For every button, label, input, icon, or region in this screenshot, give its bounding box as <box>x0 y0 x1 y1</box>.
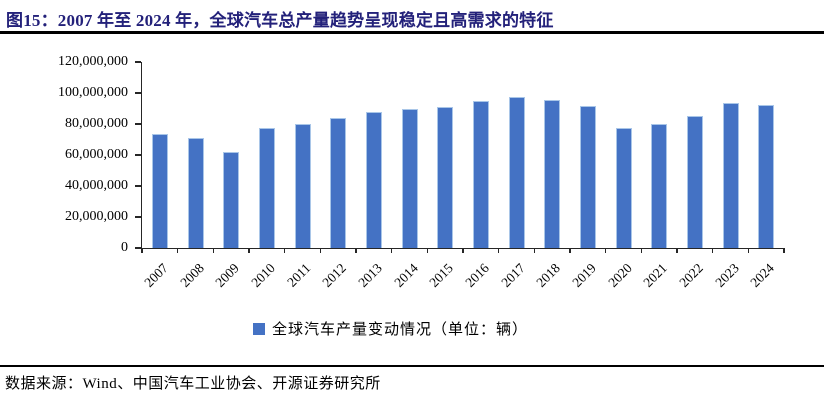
x-axis-tick <box>747 248 750 253</box>
x-axis-tick <box>497 248 500 253</box>
legend-label: 全球汽车产量变动情况（单位：辆） <box>272 322 529 338</box>
x-axis-tick <box>533 248 536 253</box>
title-rule <box>0 31 824 34</box>
y-axis-tick <box>135 154 141 156</box>
y-tick-label: 40,000,000 <box>65 178 128 193</box>
bar-2022 <box>686 116 703 248</box>
x-axis-tick <box>390 248 393 253</box>
legend: 全球汽车产量变动情况（单位：辆） <box>253 318 528 339</box>
bar-2020 <box>615 127 632 248</box>
source-note: 数据来源：Wind、中国汽车工业协会、开源证券研究所 <box>5 376 381 392</box>
y-tick-label: 120,000,000 <box>58 54 128 69</box>
bar-2016 <box>472 100 489 248</box>
source-rule <box>0 365 824 367</box>
x-axis-tick <box>426 248 429 253</box>
x-tick-label: 2009 <box>212 260 243 291</box>
bar-2013 <box>365 112 382 248</box>
x-tick-label: 2016 <box>462 260 492 291</box>
x-axis-tick <box>283 248 286 253</box>
x-axis-tick <box>355 248 357 253</box>
x-tick-label: 2017 <box>497 260 528 291</box>
bar-2011 <box>294 124 311 248</box>
x-axis-tick <box>569 248 571 253</box>
x-tick-label: 2012 <box>319 260 350 291</box>
x-axis-tick <box>319 248 322 253</box>
x-axis-tick <box>604 248 607 253</box>
legend-swatch-icon <box>253 323 265 335</box>
y-tick-label: 60,000,000 <box>65 147 128 162</box>
x-tick-label: 2011 <box>284 260 314 290</box>
y-axis-tick <box>135 185 141 187</box>
x-axis-tick <box>176 248 179 253</box>
x-axis-tick <box>248 248 250 253</box>
x-axis-tick <box>141 248 143 253</box>
x-tick-label: 2013 <box>355 260 385 291</box>
bar-2021 <box>651 123 668 248</box>
y-axis-tick <box>135 247 141 249</box>
x-axis-tick <box>783 248 785 253</box>
y-axis-tick <box>135 92 141 94</box>
bar-2009 <box>223 152 240 248</box>
bar-2019 <box>579 105 596 248</box>
figure-title: 图15：2007 年至 2024 年，全球汽车总产量趋势呈现稳定且高需求的特征 <box>6 11 554 30</box>
plot-area <box>135 61 785 253</box>
y-axis-tick <box>135 123 141 125</box>
bar-2023 <box>722 103 739 248</box>
x-tick-label: 2020 <box>604 260 635 291</box>
x-tick-label: 2021 <box>640 260 671 291</box>
bar-2007 <box>151 134 168 248</box>
x-tick-label: 2014 <box>390 260 421 291</box>
x-tick-label: 2018 <box>533 260 564 291</box>
x-tick-label: 2010 <box>248 260 278 291</box>
x-axis-tick <box>676 248 678 253</box>
bar-2018 <box>544 99 561 248</box>
bar-2008 <box>187 138 204 248</box>
bar-2010 <box>258 127 275 248</box>
x-axis-tick <box>462 248 464 253</box>
bar-2014 <box>401 108 418 248</box>
x-tick-label: 2023 <box>711 260 742 291</box>
y-tick-label: 20,000,000 <box>65 209 128 224</box>
x-tick-label: 2024 <box>747 260 778 291</box>
bar-2024 <box>758 104 775 248</box>
x-axis-tick <box>640 248 643 253</box>
x-axis-labels: 2007 2008 2009 2010 2011 2012 2013 2014 2015 2016… <box>0 254 824 302</box>
x-axis-tick <box>212 248 215 253</box>
x-tick-label: 2008 <box>176 260 207 291</box>
x-axis-tick <box>711 248 714 253</box>
bar-2015 <box>437 106 454 248</box>
bar-2012 <box>330 117 347 248</box>
y-axis-tick <box>135 216 141 218</box>
y-tick-label: 80,000,000 <box>65 116 128 131</box>
y-axis-tick <box>135 61 141 63</box>
y-axis-labels: 0 20,000,000 40,000,000 60,000,000 80,000,00… <box>0 54 128 255</box>
bar-2017 <box>508 97 525 248</box>
x-tick-label: 2015 <box>426 260 457 291</box>
y-tick-label: 100,000,000 <box>58 85 128 100</box>
y-tick-label: 0 <box>121 240 128 255</box>
x-tick-label: 2022 <box>676 260 706 291</box>
x-tick-label: 2007 <box>141 260 171 291</box>
x-tick-label: 2019 <box>569 260 599 291</box>
